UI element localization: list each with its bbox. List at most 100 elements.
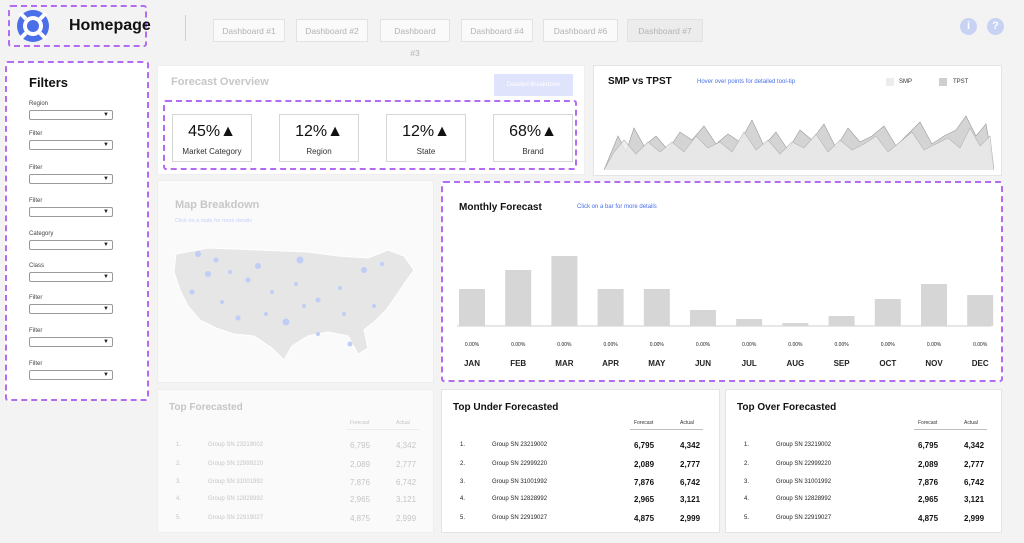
kpi-label: Region bbox=[306, 147, 332, 156]
row-actual-value: 2,777 bbox=[680, 460, 701, 469]
row-group-name[interactable]: Group SN 12828992 bbox=[776, 496, 832, 502]
chevron-down-icon: ▼ bbox=[103, 274, 109, 280]
data-label-dec: 0.00% bbox=[973, 342, 988, 348]
kpi-region[interactable]: 12%▲ Region bbox=[279, 114, 359, 162]
row-group-name[interactable]: Group SN 22999220 bbox=[208, 461, 264, 467]
row-group-name[interactable]: Group SN 31001992 bbox=[208, 479, 264, 485]
bar-feb[interactable] bbox=[505, 270, 532, 326]
bar-nov[interactable] bbox=[921, 284, 947, 326]
tab-dashboard-6[interactable]: Dashboard #7 bbox=[627, 19, 703, 42]
row-group-name[interactable]: Group SN 23219002 bbox=[776, 442, 832, 448]
bar-jan[interactable] bbox=[459, 289, 485, 326]
us-map-shape bbox=[173, 247, 415, 361]
row-forecast-value: 4,875 bbox=[918, 514, 939, 523]
row-group-name[interactable]: Group SN 22919027 bbox=[208, 515, 264, 521]
kpi-market-category[interactable]: 45%▲ Market Category bbox=[172, 114, 252, 162]
bar-mar[interactable] bbox=[551, 256, 578, 326]
help-icon[interactable]: ? bbox=[987, 18, 1004, 35]
row-actual-value: 6,742 bbox=[680, 478, 701, 487]
column-header-actual: Actual bbox=[396, 420, 410, 426]
filter-select-filter[interactable]: ▼ bbox=[29, 207, 113, 217]
info-icon[interactable]: i bbox=[960, 18, 977, 35]
filter-select-filter[interactable]: ▼ bbox=[29, 304, 113, 314]
table-top-forecasted: Top Forecasted Forecast Actual 1. Group SN 2… bbox=[157, 389, 434, 533]
row-group-name[interactable]: Group SN 22919027 bbox=[492, 515, 548, 521]
bar-sep[interactable] bbox=[828, 316, 855, 326]
table-title: Top Under Forecasted bbox=[453, 402, 559, 413]
row-actual-value: 6,742 bbox=[964, 478, 985, 487]
chevron-down-icon: ▼ bbox=[103, 112, 109, 118]
kpi-value: 45%▲ bbox=[188, 123, 236, 140]
x-tick-label-dec: DEC bbox=[972, 359, 989, 368]
filter-select-filter[interactable]: ▼ bbox=[29, 174, 113, 184]
chevron-down-icon: ▼ bbox=[103, 209, 109, 215]
row-group-name[interactable]: Group SN 12828992 bbox=[208, 496, 264, 502]
x-tick-label-sep: SEP bbox=[834, 359, 851, 368]
data-label-apr: 0.00% bbox=[604, 342, 619, 348]
chevron-down-icon: ▼ bbox=[103, 339, 109, 345]
tab-dashboard-1[interactable]: Dashboard #1 bbox=[213, 19, 285, 42]
app-logo-icon[interactable] bbox=[15, 8, 51, 44]
table-top-over-forecasted: Top Over Forecasted Forecast Actual 1. Group… bbox=[725, 389, 1002, 533]
row-group-name[interactable]: Group SN 31001992 bbox=[776, 479, 832, 485]
row-actual-value: 2,999 bbox=[964, 514, 985, 523]
row-index: 3. bbox=[744, 479, 750, 485]
filter-select-value bbox=[30, 250, 33, 256]
bar-apr[interactable] bbox=[597, 289, 624, 326]
filter-select-filter[interactable]: ▼ bbox=[29, 140, 113, 150]
bar-oct[interactable] bbox=[874, 299, 901, 326]
row-forecast-value: 2,089 bbox=[350, 460, 371, 469]
filter-select-filter[interactable]: ▼ bbox=[29, 370, 113, 380]
data-label-jul: 0.00% bbox=[742, 342, 757, 348]
table-header-divider bbox=[630, 429, 703, 430]
row-actual-value: 4,342 bbox=[964, 441, 985, 450]
bar-dec[interactable] bbox=[967, 295, 994, 326]
x-tick-label-apr: APR bbox=[602, 359, 619, 368]
legend-label-tpst: TPST bbox=[953, 79, 969, 85]
filter-select-value bbox=[30, 282, 33, 288]
data-label-jun: 0.00% bbox=[696, 342, 711, 348]
smp-vs-tpst-card: SMP vs TPST Hover over points for detail… bbox=[593, 65, 1002, 176]
filter-select-value bbox=[30, 184, 33, 190]
filter-select-filter[interactable]: ▼ bbox=[29, 337, 113, 347]
filter-select-category[interactable]: ▼ bbox=[29, 240, 113, 250]
row-group-name[interactable]: Group SN 22999220 bbox=[492, 461, 548, 467]
top-header: Homepage Dashboard #1 Dashboard #2 Dashboa… bbox=[0, 0, 1024, 60]
row-index: 5. bbox=[744, 515, 750, 521]
tab-dashboard-2[interactable]: Dashboard #2 bbox=[296, 19, 368, 42]
kpi-brand[interactable]: 68%▲ Brand bbox=[493, 114, 573, 162]
row-group-name[interactable]: Group SN 23219002 bbox=[492, 442, 548, 448]
row-index: 1. bbox=[744, 442, 750, 448]
bar-jun[interactable] bbox=[690, 310, 716, 326]
detailed-breakdown-button[interactable]: Detailed Breakdown bbox=[494, 74, 573, 96]
kpi-label: Market Category bbox=[182, 147, 242, 156]
bar-aug[interactable] bbox=[782, 323, 809, 326]
row-index: 5. bbox=[460, 515, 466, 521]
filter-select-region[interactable]: ▼ bbox=[29, 110, 113, 120]
bar-jul[interactable] bbox=[736, 319, 763, 326]
filter-label-filter: Filter bbox=[29, 131, 43, 137]
row-group-name[interactable]: Group SN 22999220 bbox=[776, 461, 832, 467]
chevron-down-icon: ▼ bbox=[103, 242, 109, 248]
us-map[interactable] bbox=[168, 236, 424, 368]
bar-may[interactable] bbox=[643, 289, 670, 326]
row-group-name[interactable]: Group SN 31001992 bbox=[492, 479, 548, 485]
x-tick-label-mar: MAR bbox=[555, 359, 573, 368]
logo-highlight bbox=[8, 5, 147, 47]
row-index: 1. bbox=[176, 442, 182, 448]
row-index: 3. bbox=[460, 479, 466, 485]
row-group-name[interactable]: Group SN 22919027 bbox=[776, 515, 832, 521]
row-group-name[interactable]: Group SN 23219002 bbox=[208, 442, 264, 448]
row-actual-value: 2,777 bbox=[964, 460, 985, 469]
tab-dashboard-3[interactable]: Dashboard #3 bbox=[380, 19, 450, 58]
filter-select-class[interactable]: ▼ bbox=[29, 272, 113, 282]
legend-swatch-tpst bbox=[939, 78, 947, 86]
chevron-down-icon: ▼ bbox=[103, 306, 109, 312]
tab-dashboard-5[interactable]: Dashboard #6 bbox=[543, 19, 618, 42]
tab-dashboard-4[interactable]: Dashboard #4 bbox=[461, 19, 533, 42]
table-title: Top Over Forecasted bbox=[737, 402, 837, 413]
smp-tpst-area-chart[interactable] bbox=[604, 106, 994, 170]
monthly-forecast-chart[interactable]: 0.00% JAN 0.00% FEB 0.00% MAR 0.00% APR 0.00% MAY… bbox=[443, 183, 1001, 380]
row-group-name[interactable]: Group SN 12828992 bbox=[492, 496, 548, 502]
kpi-state[interactable]: 12%▲ State bbox=[386, 114, 466, 162]
